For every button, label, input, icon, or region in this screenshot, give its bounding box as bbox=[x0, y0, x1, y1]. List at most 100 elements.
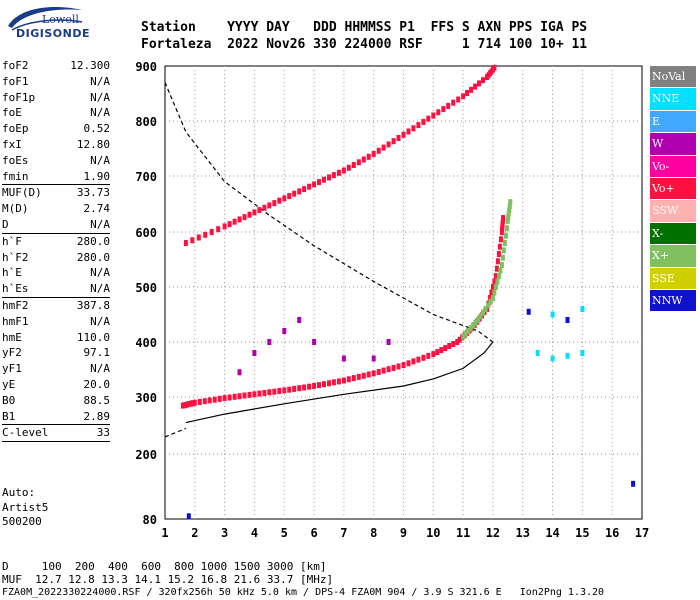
echo-mark bbox=[237, 369, 242, 376]
echo-mark bbox=[202, 398, 207, 405]
echo-mark bbox=[212, 396, 217, 403]
param-value: N/A bbox=[90, 74, 110, 88]
param-label: hmE bbox=[2, 330, 22, 344]
echo-mark bbox=[580, 306, 585, 312]
echo-mark bbox=[361, 156, 366, 163]
echo-mark bbox=[494, 265, 499, 272]
echo-mark bbox=[331, 172, 336, 179]
param-row: MUF(D) 33.73 bbox=[2, 185, 110, 201]
echo-mark bbox=[457, 336, 462, 343]
x-tick-label: 17 bbox=[635, 526, 649, 540]
param-row: h`F 280.0 bbox=[2, 234, 110, 250]
x-tick-label: 9 bbox=[400, 526, 407, 540]
echo-mark bbox=[411, 125, 416, 132]
param-value: N/A bbox=[90, 362, 110, 376]
echo-mark bbox=[488, 295, 492, 301]
x-tick-label: 7 bbox=[340, 526, 347, 540]
param-label: fxI bbox=[2, 137, 22, 151]
echo-mark bbox=[292, 190, 297, 197]
echo-mark bbox=[492, 289, 497, 296]
echo-mark bbox=[426, 115, 431, 122]
echo-mark bbox=[277, 197, 282, 204]
echo-mark bbox=[465, 90, 470, 96]
echo-mark bbox=[297, 385, 302, 392]
echo-mark bbox=[222, 395, 227, 402]
y-tick-label: 600 bbox=[135, 226, 157, 240]
echo-mark bbox=[282, 195, 287, 202]
echo-mark bbox=[192, 399, 197, 406]
echo-mark bbox=[492, 64, 497, 71]
echo-mark bbox=[341, 377, 346, 384]
echo-mark bbox=[483, 306, 488, 312]
echo-mark bbox=[312, 383, 317, 389]
echo-mark bbox=[386, 366, 391, 373]
echo-mark bbox=[489, 289, 494, 296]
param-value: N/A bbox=[90, 266, 110, 280]
param-row: foF1 N/A bbox=[2, 74, 110, 90]
echo-mark bbox=[302, 384, 307, 391]
echo-mark bbox=[451, 99, 456, 106]
echo-mark bbox=[183, 240, 188, 246]
echo-mark bbox=[501, 247, 506, 254]
echo-mark bbox=[580, 350, 585, 356]
param-label: foE bbox=[2, 106, 22, 120]
echo-mark bbox=[421, 354, 426, 361]
echo-mark bbox=[371, 355, 376, 362]
echo-mark bbox=[550, 311, 555, 318]
echo-mark bbox=[455, 339, 460, 345]
echo-mark bbox=[505, 217, 510, 224]
autoscaler-name: Artist5 bbox=[2, 500, 49, 514]
echo-mark bbox=[508, 199, 513, 206]
legend-sse-swatch: SSE bbox=[650, 267, 696, 289]
param-label: D bbox=[2, 217, 9, 231]
param-label: h`F2 bbox=[2, 250, 29, 264]
echo-mark bbox=[506, 214, 511, 221]
param-value: 387.8 bbox=[76, 298, 110, 312]
param-value: 1.90 bbox=[83, 169, 111, 183]
echo-mark bbox=[327, 174, 331, 181]
echo-mark bbox=[277, 388, 282, 394]
logo-digisonde-text: DIGISONDE bbox=[16, 27, 90, 40]
param-row: foEs N/A bbox=[2, 153, 110, 169]
echo-mark bbox=[461, 93, 466, 100]
echo-mark bbox=[197, 398, 202, 405]
echo-mark bbox=[406, 360, 411, 367]
param-row: foF2 12.300 bbox=[2, 58, 110, 74]
echo-mark bbox=[302, 186, 307, 193]
echo-mark bbox=[190, 237, 195, 244]
param-label: B1 bbox=[2, 409, 16, 423]
echo-mark bbox=[435, 349, 440, 356]
echo-mark bbox=[307, 183, 312, 190]
param-row: yF1 N/A bbox=[2, 361, 110, 377]
echo-mark bbox=[242, 214, 247, 221]
echo-mark bbox=[526, 308, 531, 315]
param-value: 280.0 bbox=[76, 234, 110, 248]
echo-mark bbox=[341, 167, 346, 174]
param-label: h`F bbox=[2, 234, 22, 248]
echo-mark bbox=[446, 102, 451, 109]
echo-mark bbox=[232, 393, 237, 400]
echo-mark bbox=[307, 383, 312, 390]
echo-mark bbox=[297, 188, 302, 195]
legend-e-swatch: E bbox=[650, 110, 696, 133]
echo-mark bbox=[486, 302, 490, 309]
x-tick-label: 10 bbox=[426, 526, 440, 540]
param-label: foF2 bbox=[2, 59, 29, 72]
param-label: foF1 bbox=[2, 74, 29, 88]
echo-mark bbox=[492, 278, 497, 285]
echo-mark bbox=[282, 328, 287, 334]
echo-mark bbox=[287, 193, 292, 200]
echo-mark bbox=[346, 376, 351, 383]
echo-mark bbox=[272, 200, 277, 207]
polarization-legend: NoVal NNE E W Vo- Vo+ SSW X- X+ SSE NNW bbox=[650, 66, 696, 312]
echo-mark bbox=[227, 221, 232, 228]
echo-mark bbox=[186, 513, 191, 520]
echo-mark bbox=[203, 231, 208, 238]
echo-mark bbox=[416, 356, 421, 363]
param-value: N/A bbox=[90, 217, 110, 231]
echo-mark bbox=[322, 381, 326, 388]
legend-nne-swatch: NNE bbox=[650, 88, 696, 110]
echo-mark bbox=[550, 355, 555, 362]
param-row: foEp 0.52 bbox=[2, 121, 110, 137]
header-values: Fortaleza 2022 Nov26 330 224000 RSF 1 71… bbox=[141, 37, 588, 52]
